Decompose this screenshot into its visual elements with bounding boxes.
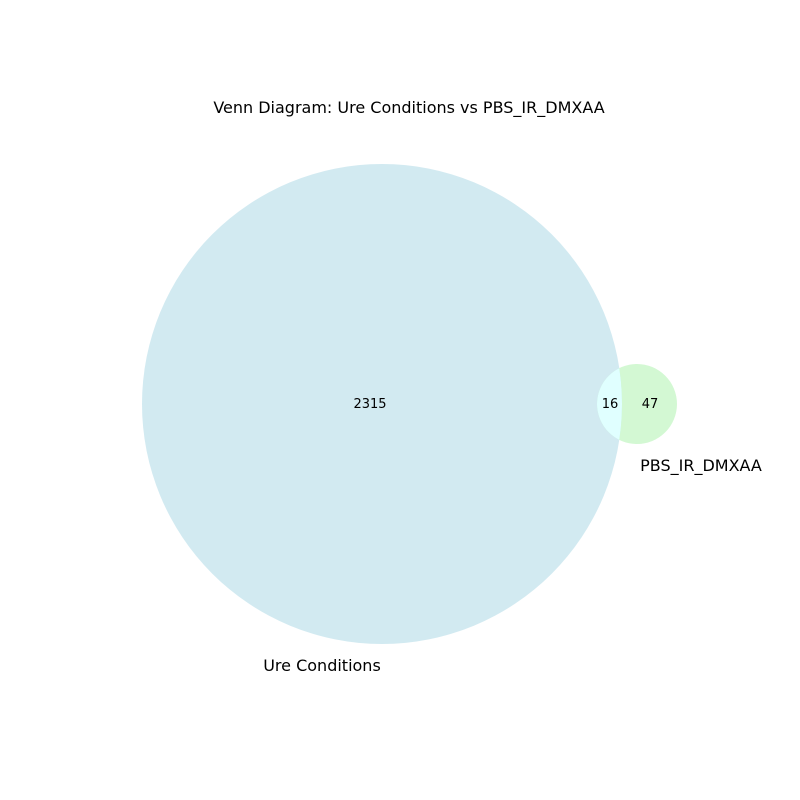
- set-label-pbs-ir-dmxaa: PBS_IR_DMXAA: [640, 456, 762, 476]
- chart-title: Venn Diagram: Ure Conditions vs PBS_IR_D…: [213, 98, 604, 118]
- venn-circle-ure-conditions: [142, 164, 622, 644]
- set-label-ure-conditions: Ure Conditions: [263, 656, 381, 675]
- count-pbs-ir-dmxaa-only: 47: [642, 397, 659, 412]
- count-ure-conditions-only: 2315: [353, 397, 386, 412]
- count-intersection: 16: [602, 397, 619, 412]
- venn-intersection-region: [597, 364, 622, 444]
